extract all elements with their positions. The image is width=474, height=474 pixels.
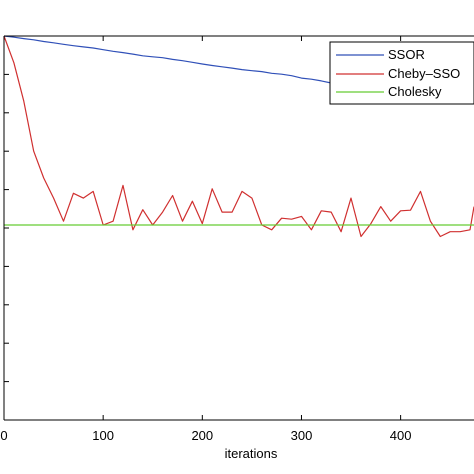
x-tick-label-300: 300 [291,428,313,443]
legend-label-ssor: SSOR [388,47,425,62]
legend: SSOR Cheby–SSO Cholesky [329,41,474,105]
x-tick-label-0: 0 [0,428,7,443]
ticks-layer: 0 100 200 300 400 [0,35,412,443]
x-axis-label: iterations [225,446,278,461]
legend-label-cholesky: Cholesky [388,84,442,99]
legend-box [329,41,474,105]
legend-label-cheby-sso: Cheby–SSO [388,66,460,81]
x-tick-label-400: 400 [390,428,412,443]
x-tick-label-200: 200 [191,428,213,443]
series-line-cheby-sso [3,35,474,238]
x-tick-label-100: 100 [92,428,114,443]
